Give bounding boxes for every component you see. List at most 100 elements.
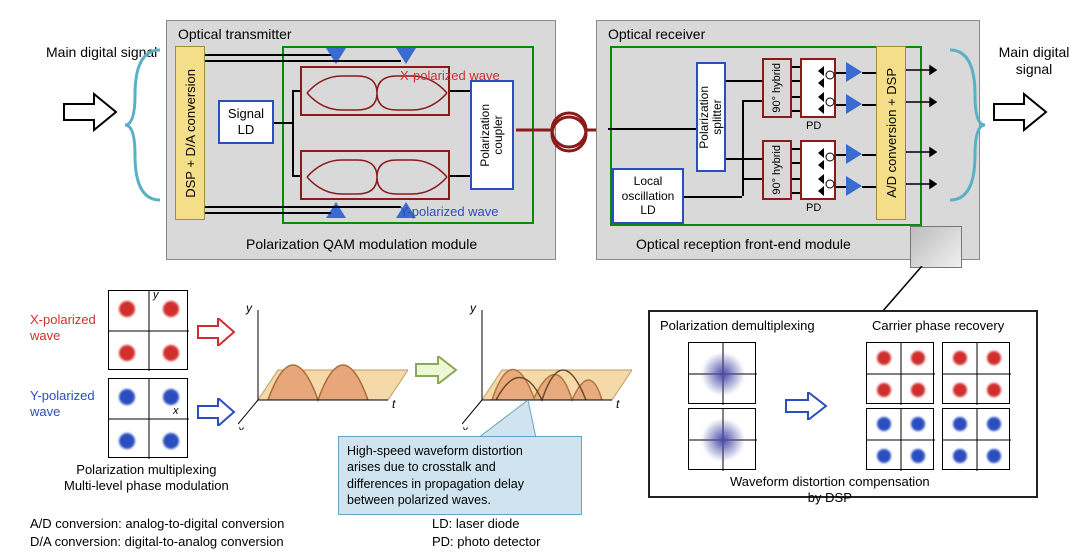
pd-upper-label: PD	[806, 120, 821, 133]
wire	[742, 100, 744, 196]
pol-coupler-box: Polarization coupler	[470, 80, 514, 190]
wire	[792, 110, 800, 112]
wire	[742, 100, 762, 102]
wire	[862, 186, 876, 188]
rx-adc-label: A/D conversion + DSP	[884, 68, 899, 198]
output-label: Main digital signal	[988, 44, 1080, 78]
dsp-demux-title: Polarization demultiplexing	[660, 318, 815, 333]
pol-coupler-label: Polarization coupler	[479, 104, 505, 167]
pd-lower-label: PD	[806, 202, 821, 215]
tx-dsp-block: DSP + D/A conversion	[175, 46, 205, 220]
recov-y	[866, 408, 934, 470]
wire	[292, 175, 300, 177]
dsp-recov-title: Carrier phase recovery	[872, 318, 1004, 333]
tx-title: Optical transmitter	[178, 26, 292, 43]
hybrid-upper: 90° hybrid	[762, 58, 792, 118]
pol-splitter-label: Polarization splitter	[698, 86, 724, 149]
transition-arrow-icon	[414, 356, 458, 384]
x-wave-label: X-polarized wave	[400, 68, 500, 84]
tx-dsp-label: DSP + D/A conversion	[183, 69, 198, 198]
wire	[792, 148, 800, 150]
wire	[862, 104, 876, 106]
wire	[292, 90, 300, 92]
wire	[792, 66, 800, 68]
axis-y: y	[153, 289, 159, 301]
rx-adc-block: A/D conversion + DSP	[876, 46, 906, 220]
recov-x2	[942, 342, 1010, 404]
gloss-pd: PD: photo detector	[432, 534, 540, 550]
rx-frontend-label: Optical reception front-end module	[636, 236, 851, 253]
wire	[836, 72, 846, 74]
tx-amp-3-icon	[326, 202, 346, 218]
recov-x	[866, 342, 934, 404]
device-photo-icon	[910, 226, 962, 268]
wire	[792, 162, 800, 164]
wire	[274, 122, 292, 124]
wire	[684, 196, 742, 198]
wire	[862, 72, 876, 74]
svg-text:t: t	[616, 397, 620, 411]
wire	[862, 154, 876, 156]
const-y-box: x	[108, 378, 188, 458]
local-osc-box: Local oscillation LD	[612, 168, 684, 224]
hybrid-lower-label: 90° hybrid	[771, 145, 783, 195]
pd-lower	[800, 140, 836, 200]
tx-amp-2-icon	[396, 48, 416, 64]
tx-amp-1-icon	[326, 48, 346, 64]
arrow-red-icon	[196, 318, 236, 346]
rx-title: Optical receiver	[608, 26, 705, 43]
const-x-box: y	[108, 290, 188, 370]
mzm-lower-icon	[302, 152, 452, 202]
wire	[726, 80, 762, 82]
svg-text:t: t	[392, 397, 396, 411]
dsp-caption: Waveform distortion compensation by DSP	[730, 474, 930, 505]
demux-2	[688, 408, 756, 470]
wire	[836, 186, 846, 188]
wire	[608, 128, 696, 130]
gloss-da: D/A conversion: digital-to-analog conver…	[30, 534, 284, 550]
callout-box: High-speed waveform distortion arises du…	[338, 436, 582, 515]
input-arrow-icon	[62, 92, 118, 132]
polmux-caption: Polarization multiplexing Multi-level ph…	[64, 462, 229, 493]
pd-upper	[800, 58, 836, 118]
xpol-text: X-polarized wave	[30, 312, 96, 343]
wire	[450, 90, 470, 92]
wire	[792, 192, 800, 194]
svg-text:x: x	[462, 423, 469, 430]
wire	[205, 212, 331, 214]
callout-pointer-icon	[478, 400, 538, 440]
signal-ld-box: Signal LD	[218, 100, 274, 144]
rx-amp-4-icon	[846, 176, 862, 196]
svg-text:y: y	[469, 301, 477, 315]
hybrid-upper-label: 90° hybrid	[771, 63, 783, 113]
pd-lower-icon	[802, 142, 838, 202]
arrow-blue-icon	[196, 398, 236, 426]
demux-1	[688, 342, 756, 404]
wire	[792, 96, 800, 98]
pol-splitter-box: Polarization splitter	[696, 62, 726, 172]
wire	[836, 104, 846, 106]
output-brace-icon	[940, 45, 990, 205]
wire	[450, 175, 470, 177]
tx-module-label: Polarization QAM modulation module	[246, 236, 477, 253]
wire	[836, 154, 846, 156]
wire	[205, 54, 331, 56]
dsp-lead-line-icon	[880, 266, 950, 316]
ypol-text: Y-polarized wave	[30, 388, 95, 419]
dsp-panel: Polarization demultiplexing Carrier phas…	[648, 310, 1038, 498]
wire	[792, 178, 800, 180]
wire	[205, 206, 401, 208]
rx-amp-3-icon	[846, 144, 862, 164]
rx-amp-1-icon	[846, 62, 862, 82]
mzm-lower	[300, 150, 450, 200]
gloss-ad: A/D conversion: analog-to-digital conver…	[30, 516, 284, 532]
recov-y2	[942, 408, 1010, 470]
y-wave-label: Y-polarized wave	[400, 204, 499, 220]
wave3d-left-icon: y t x	[238, 300, 408, 430]
axis-x: x	[173, 405, 179, 417]
wire	[792, 80, 800, 82]
dsp-arrow-icon	[784, 392, 828, 420]
wire	[742, 178, 762, 180]
wire	[292, 90, 294, 176]
input-brace-icon	[120, 45, 170, 205]
